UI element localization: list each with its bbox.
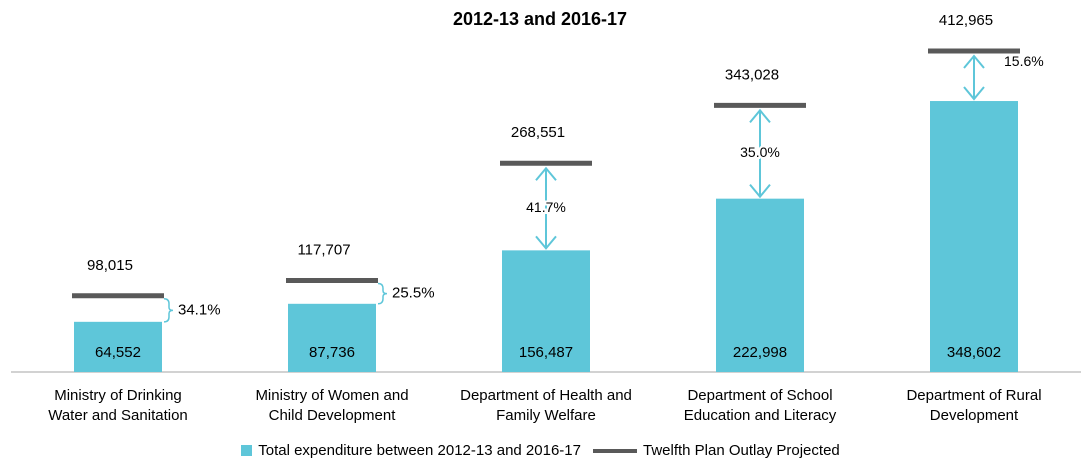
bar [74, 321, 162, 372]
bar-value-label: 156,487 [519, 344, 573, 361]
bar-value-label: 87,736 [309, 344, 355, 361]
gap-label: 34.1% [178, 301, 221, 318]
gap-arrow [535, 166, 557, 250]
gap-arrow [963, 54, 985, 101]
gap-arrow [749, 108, 771, 199]
legend-swatch [592, 448, 637, 453]
legend-swatch [241, 445, 253, 456]
x-tick-label: Department of School Education and Liter… [683, 387, 837, 424]
outlay-value-label: 343,028 [725, 66, 779, 83]
bar [716, 198, 804, 372]
gap-label: 15.6% [1004, 53, 1044, 69]
gap-brace [163, 298, 174, 323]
x-tick-label: Ministry of Women and Child Development [255, 387, 409, 424]
legend-label: Twelfth Plan Outlay Projected [642, 442, 840, 459]
outlay-value-label: 412,965 [939, 12, 993, 29]
outlay-value-label: 98,015 [87, 257, 133, 274]
bar [502, 250, 590, 372]
gap-label: 41.7% [526, 199, 566, 215]
outlay-value-label: 117,707 [297, 241, 350, 258]
bar [930, 101, 1018, 372]
legend-label: Total expenditure between 2012-13 and 20… [258, 442, 581, 459]
gap-label: 25.5% [392, 285, 435, 302]
chart-title: 2012-13 and 2016-17 [453, 9, 627, 29]
bar-value-label: 64,552 [95, 344, 141, 361]
bar [288, 303, 376, 372]
x-tick-label: Department of Health and Family Welfare [460, 387, 632, 424]
x-tick-label: Ministry of Drinking Water and Sanitatio… [48, 387, 188, 424]
bar-value-label: 348,602 [947, 344, 1001, 361]
gap-brace [377, 282, 388, 305]
legend: Total expenditure between 2012-13 and 20… [0, 442, 1081, 459]
outlay-value-label: 268,551 [511, 124, 565, 141]
gap-label: 35.0% [740, 144, 780, 160]
x-tick-label: Department of Rural Development [906, 387, 1042, 424]
bar-value-label: 222,998 [733, 344, 787, 361]
